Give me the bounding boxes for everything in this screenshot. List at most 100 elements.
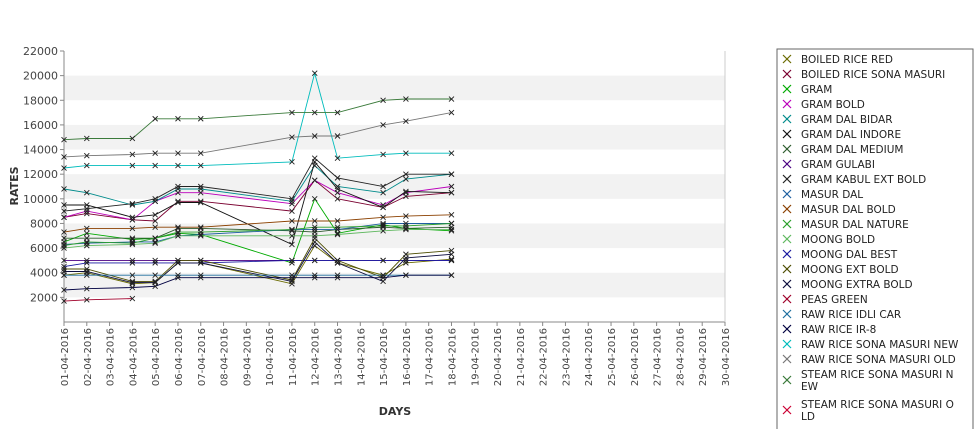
data-point [334, 186, 341, 192]
legend-label: STEAM RICE SONA MASURI O [801, 399, 954, 411]
series-line [63, 179, 452, 221]
data-point [311, 274, 318, 281]
data-point [380, 189, 386, 196]
data-point [197, 274, 204, 281]
data-point [197, 224, 204, 230]
data-point [448, 96, 455, 102]
data-point [129, 279, 136, 286]
series-lines [63, 71, 452, 302]
data-point [380, 272, 386, 279]
data-point [380, 202, 386, 208]
x-tick-label: 18-04-2016 [447, 328, 458, 386]
legend-label: RAW RICE SONA MASURI OLD [801, 354, 956, 366]
data-point [380, 223, 386, 229]
data-point [334, 218, 341, 224]
data-point [61, 242, 67, 249]
data-point [448, 183, 455, 190]
data-point [83, 135, 90, 142]
x-axis-label: DAYS [379, 405, 412, 418]
data-point [129, 151, 136, 158]
data-point [311, 257, 318, 264]
data-point [334, 195, 341, 202]
x-tick-label: 02-04-2016 [83, 328, 94, 386]
data-point [380, 204, 386, 211]
legend-item: BOILED RICE RED [782, 54, 893, 66]
data-point [289, 277, 295, 283]
data-point [334, 274, 341, 281]
data-point [448, 226, 455, 233]
data-point [334, 260, 341, 266]
y-tick-label: 4000 [30, 267, 58, 280]
data-point [403, 272, 409, 279]
data-point [403, 188, 409, 195]
data-point [197, 150, 204, 157]
data-point [403, 226, 409, 233]
data-point [403, 257, 409, 264]
data-point [83, 162, 90, 169]
legend-item: STEAM RICE SONA MASURI OLD [782, 399, 954, 423]
x-tick-label: 04-04-2016 [128, 328, 139, 386]
legend-item: GRAM GULABI [782, 159, 875, 171]
x-tick-label: 23-04-2016 [561, 328, 572, 386]
data-point [311, 109, 318, 116]
legend-label: GRAM DAL BIDAR [801, 114, 893, 126]
legend-item: STEAM RICE SONA MASURI NEW [782, 369, 953, 393]
data-point [197, 162, 204, 169]
legend-item: RAW RICE SONA MASURI OLD [782, 354, 956, 366]
data-point [152, 198, 158, 205]
legend-item: GRAM [782, 84, 832, 96]
data-point [448, 212, 455, 218]
legend-label: MOONG DAL BEST [801, 249, 898, 261]
data-point [380, 151, 386, 158]
x-tick-label: 26-04-2016 [630, 328, 641, 386]
data-point [175, 186, 181, 192]
data-point [380, 274, 386, 281]
data-point [61, 136, 67, 143]
data-point [448, 109, 455, 116]
data-point [152, 272, 158, 279]
series-line [64, 160, 452, 246]
data-point [403, 225, 409, 232]
legend-item: GRAM DAL INDORE [782, 129, 901, 141]
data-point [311, 226, 318, 233]
data-point [289, 208, 295, 214]
series-line [63, 259, 452, 268]
legend-item: RAW RICE IDLI CAR [782, 309, 901, 321]
series-line [63, 244, 452, 285]
data-point [152, 162, 158, 169]
legend-label: GRAM KABUL EXT BOLD [801, 174, 926, 186]
legend-label: GRAM DAL INDORE [801, 129, 901, 141]
data-point [152, 115, 158, 122]
legend-item: MASUR DAL [782, 189, 863, 201]
series-line [63, 71, 452, 169]
data-point [403, 255, 409, 261]
data-point [83, 297, 90, 303]
data-point [129, 216, 136, 223]
data-point [152, 224, 158, 230]
data-point [311, 232, 318, 239]
data-point [311, 195, 318, 202]
data-point [334, 272, 341, 279]
x-tick-label: 24-04-2016 [584, 328, 595, 386]
legend-item: GRAM DAL MEDIUM [782, 144, 903, 156]
series-line [63, 214, 452, 233]
data-point [380, 228, 386, 234]
legend-item: GRAM KABUL EXT BOLD [782, 174, 926, 186]
data-point [197, 115, 204, 122]
legend-item: MOONG EXT BOLD [782, 264, 899, 276]
x-tick-label: 28-04-2016 [675, 328, 686, 386]
data-point [152, 260, 158, 266]
legend: BOILED RICE RED BOILED RICE SONA MASURI GR… [776, 48, 974, 433]
data-point [403, 176, 409, 182]
data-point [403, 189, 409, 196]
data-point [61, 245, 67, 251]
legend-label: LD [801, 411, 815, 423]
data-point [311, 239, 318, 245]
data-point [334, 257, 341, 264]
x-tick-label: 08-04-2016 [220, 328, 231, 386]
data-point [129, 214, 136, 221]
data-point [334, 155, 341, 161]
series-line [63, 223, 452, 245]
data-point [289, 241, 295, 248]
series-line [63, 157, 452, 212]
